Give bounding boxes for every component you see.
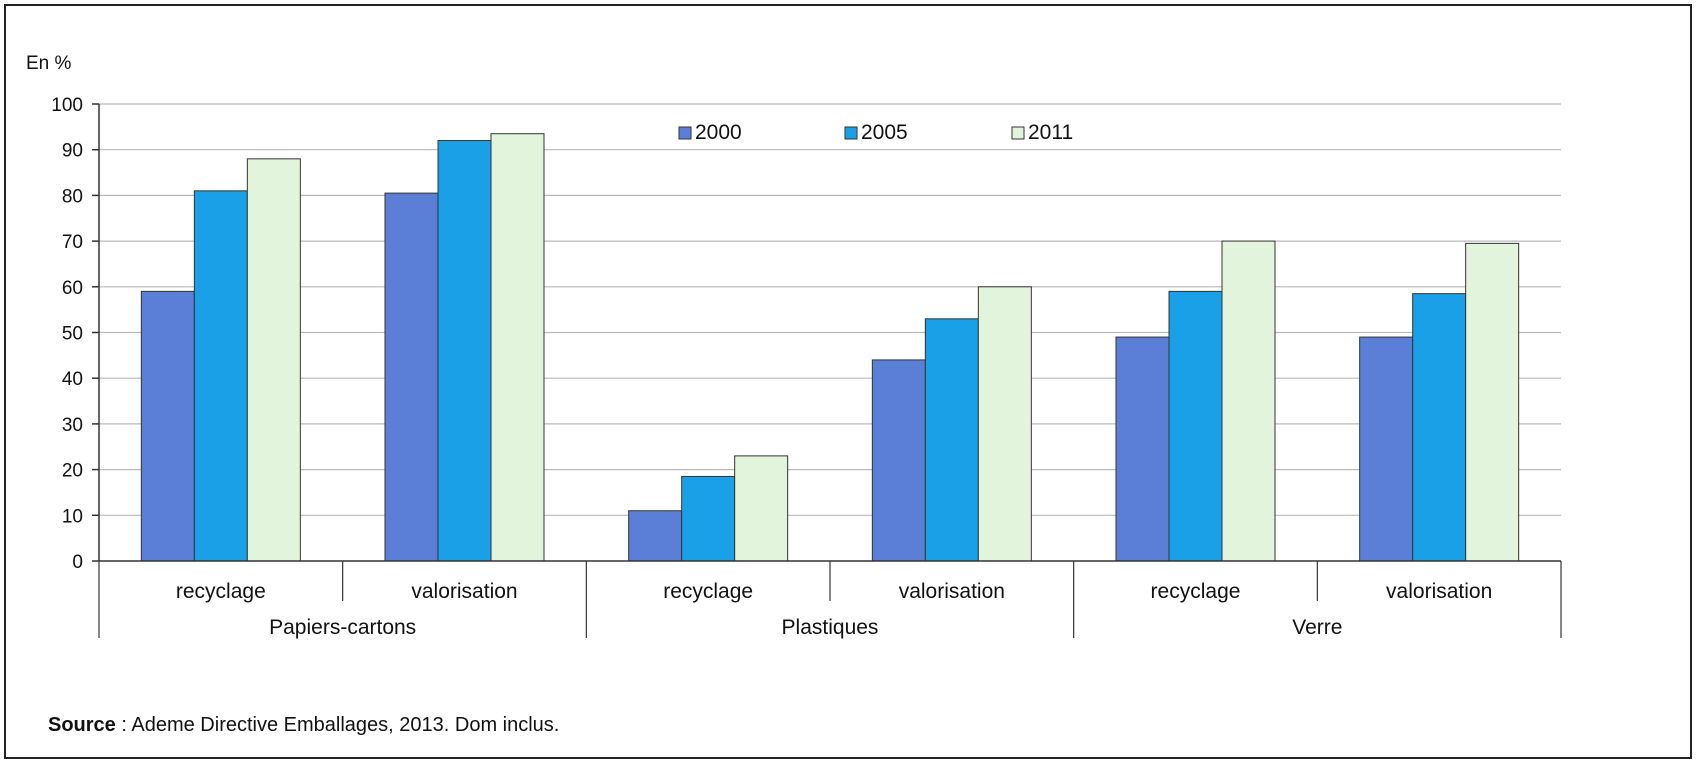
- bar: [1359, 336, 1414, 562]
- x-category-label: valorisation: [899, 580, 1005, 603]
- axes: [92, 103, 1562, 638]
- bar: [384, 192, 439, 562]
- bar: [734, 455, 789, 562]
- x-category-label: valorisation: [1386, 580, 1492, 603]
- chart-frame: En % 0 10 20 30 40 50 60 70 80 90 100 recyclage val…: [4, 4, 1692, 759]
- bar: [1412, 293, 1467, 562]
- bar: [1115, 336, 1170, 562]
- y-tick-label: 40: [62, 369, 83, 390]
- x-category-label: recyclage: [1151, 580, 1241, 603]
- bar: [1168, 290, 1223, 562]
- y-tick-labels: 0 10 20 30 40 50 60 70 80 90 100: [51, 95, 83, 573]
- legend-label: 2005: [861, 121, 908, 144]
- legend-swatch: [678, 126, 692, 140]
- source-note: Source : Ademe Directive Emballages, 201…: [48, 714, 559, 737]
- bar-chart: En % 0 10 20 30 40 50 60 70 80 90 100 recyclage val…: [26, 53, 1562, 639]
- y-tick-label: 80: [62, 186, 83, 207]
- y-tick-label: 20: [62, 461, 83, 482]
- gridlines: [99, 103, 1561, 516]
- legend-swatch: [844, 126, 858, 140]
- bar: [1221, 240, 1276, 562]
- x-group-label: Plastiques: [782, 616, 879, 639]
- x-category-labels: recyclage valorisation recyclage valorisati…: [176, 580, 1492, 639]
- y-tick-label: 10: [62, 506, 83, 527]
- x-group-label: Papiers-cartons: [269, 616, 416, 639]
- x-category-label: recyclage: [663, 580, 753, 603]
- bar: [924, 318, 979, 562]
- y-tick-label: 50: [62, 324, 83, 345]
- source-text: : Ademe Directive Emballages, 2013. Dom …: [115, 714, 560, 736]
- x-group-label: Verre: [1292, 616, 1342, 639]
- x-category-label: valorisation: [411, 580, 517, 603]
- legend-swatch: [1011, 126, 1025, 140]
- legend-label: 2011: [1028, 121, 1073, 144]
- y-axis-label: En %: [26, 53, 72, 74]
- bar: [1465, 242, 1520, 562]
- y-tick-label: 0: [72, 552, 83, 573]
- bar: [490, 133, 545, 562]
- legend-label: 2000: [695, 121, 742, 144]
- y-tick-label: 100: [51, 95, 83, 116]
- y-tick-label: 70: [62, 232, 83, 253]
- legend: 2000 2005 2011: [678, 121, 1073, 144]
- bar: [140, 290, 195, 562]
- y-tick-label: 30: [62, 415, 83, 436]
- y-tick-label: 90: [62, 141, 83, 162]
- bar: [246, 158, 301, 562]
- source-label: Source: [48, 714, 116, 736]
- bars: [140, 133, 1520, 562]
- bar: [681, 475, 736, 562]
- bar: [871, 359, 926, 562]
- bar: [628, 510, 683, 562]
- x-category-label: recyclage: [176, 580, 266, 603]
- bar: [193, 190, 248, 562]
- y-tick-label: 60: [62, 278, 83, 299]
- bar: [977, 286, 1032, 562]
- bar: [437, 140, 492, 562]
